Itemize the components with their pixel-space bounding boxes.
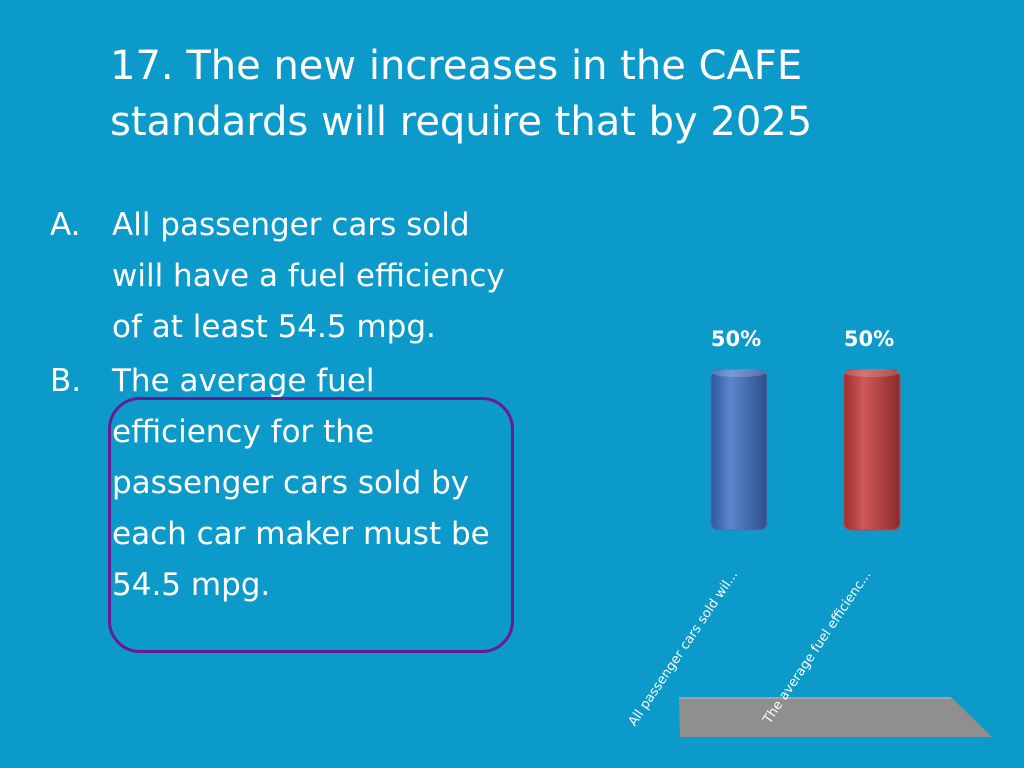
slide-title: 17. The new increases in the CAFE standa… <box>110 43 813 145</box>
option-a: A. All passenger cars sold will have a f… <box>50 200 520 353</box>
answer-options: A. All passenger cars sold will have a f… <box>50 200 520 611</box>
option-a-text: All passenger cars sold will have a fuel… <box>112 207 505 345</box>
option-b-text: The average fuel efficiency for the pass… <box>112 363 490 603</box>
bar-1-value-label: 50% <box>711 327 761 351</box>
bars-layer <box>710 369 901 531</box>
chart-floor-back-edge <box>679 697 951 699</box>
bar-2-top <box>845 369 899 377</box>
correct-answer-highlight <box>108 397 514 653</box>
bar-1 <box>710 369 768 531</box>
option-a-letter: A. <box>50 207 81 243</box>
option-b: B. The average fuel efficiency for the p… <box>50 356 520 611</box>
chart-floor <box>679 697 992 737</box>
bar-2 <box>843 369 901 531</box>
bar-2-value-label: 50% <box>844 327 894 351</box>
bar-1-top <box>712 369 766 377</box>
option-b-letter: B. <box>50 363 82 399</box>
response-bar-chart: 50%All passenger cars sold wil...50%The … <box>626 327 992 737</box>
